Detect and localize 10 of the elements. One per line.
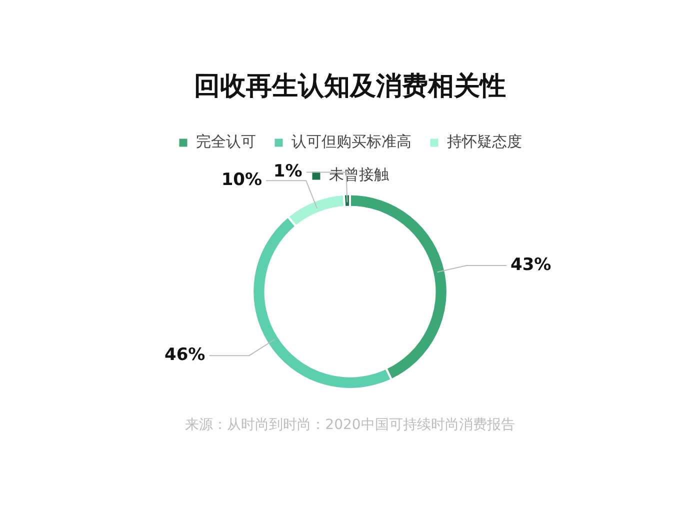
legend-label: 完全认可 <box>196 132 256 151</box>
legend-label: 未曾接触 <box>328 166 389 184</box>
source-note: 来源：从时尚到时尚：2020中国可持续时尚消费报告 <box>184 416 516 434</box>
data-label: 1% <box>273 162 302 182</box>
legend-label: 持怀疑态度 <box>446 132 522 151</box>
data-label: 10% <box>221 170 262 190</box>
chart-title: 回收再生认知及消费相关性 <box>194 71 506 102</box>
data-label: 46% <box>164 345 206 365</box>
legend-label: 认可但购买标准高 <box>291 132 412 151</box>
data-label: 43% <box>510 254 552 275</box>
